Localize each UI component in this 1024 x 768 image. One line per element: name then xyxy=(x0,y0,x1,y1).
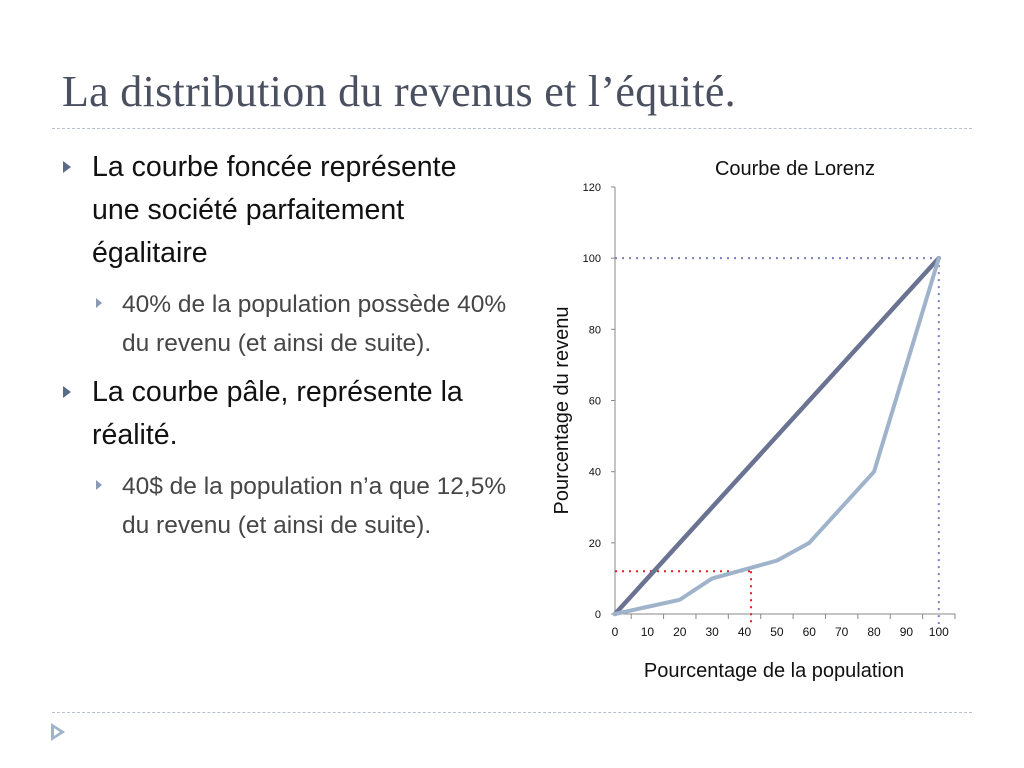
chart-title: Courbe de Lorenz xyxy=(715,158,875,180)
x-tick-label: 20 xyxy=(673,625,687,639)
slide-title: La distribution du revenus et l’équité. xyxy=(62,67,736,116)
x-tick-label: 10 xyxy=(641,625,655,639)
data-point xyxy=(744,569,746,571)
bullet-list: La courbe foncée représente une société … xyxy=(60,146,510,553)
y-axis-label: Pourcentage du revenu xyxy=(551,307,573,515)
y-tick-label: 60 xyxy=(589,396,601,408)
sub-bullet-item: 40$ de la population n’a que 12,5% du re… xyxy=(90,467,510,545)
y-tick-label: 100 xyxy=(583,253,601,265)
play-arrow-icon[interactable] xyxy=(50,722,66,742)
x-axis-label: Pourcentage de la population xyxy=(644,660,904,682)
data-point xyxy=(873,471,875,473)
data-point xyxy=(614,613,616,615)
x-tick-label: 60 xyxy=(803,625,817,639)
y-tick-label: 80 xyxy=(589,324,601,336)
title-divider xyxy=(52,128,972,129)
data-point xyxy=(646,606,648,608)
data-point xyxy=(679,599,681,601)
x-tick-label: 30 xyxy=(705,625,719,639)
sub-bullet-text: 40% de la population possède 40% du reve… xyxy=(122,291,507,357)
bullet-arrow-icon xyxy=(63,386,71,398)
footer-divider xyxy=(52,712,972,713)
x-tick-label: 50 xyxy=(770,625,784,639)
y-tick-label: 0 xyxy=(595,609,601,621)
bullet-text: La courbe foncée représente une société … xyxy=(92,151,457,269)
data-point xyxy=(808,542,810,544)
y-tick-label: 20 xyxy=(589,538,601,550)
sub-bullet-arrow-icon xyxy=(96,298,102,308)
x-tick-label: 90 xyxy=(900,625,914,639)
data-point xyxy=(938,257,940,259)
equality-line xyxy=(612,255,942,617)
bullet-text: La courbe pâle, représente la réalité. xyxy=(92,376,463,451)
x-tick-label: 0 xyxy=(612,625,619,639)
bullet-arrow-icon xyxy=(63,161,71,173)
data-point xyxy=(711,577,713,579)
data-point xyxy=(776,560,778,562)
x-tick-label: 80 xyxy=(867,625,881,639)
x-tick-label: 40 xyxy=(738,625,752,639)
bullet-item: La courbe pâle, représente la réalité. xyxy=(60,371,510,457)
sub-bullet-text: 40$ de la population n’a que 12,5% du re… xyxy=(122,473,507,539)
sub-bullet-item: 40% de la population possède 40% du reve… xyxy=(90,285,510,363)
y-tick-label: 120 xyxy=(583,182,601,194)
x-tick-label: 100 xyxy=(929,625,949,639)
y-tick-label: 40 xyxy=(589,467,601,479)
lorenz-chart: Courbe de Lorenz Pourcentage du revenu P… xyxy=(551,158,956,682)
bullet-item: La courbe foncée représente une société … xyxy=(60,146,510,275)
sub-bullet-arrow-icon xyxy=(96,480,102,490)
x-tick-label: 70 xyxy=(835,625,849,639)
